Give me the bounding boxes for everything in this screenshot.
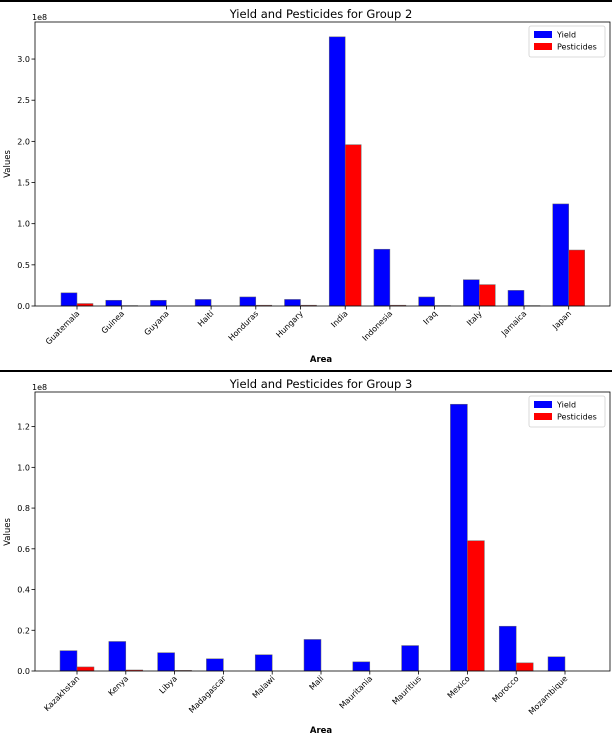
bar-yield-honduras: [239, 296, 257, 307]
x-tick-label-mauritania: Mauritania: [338, 674, 375, 711]
x-tick-label-guatemala: Guatemala: [44, 309, 82, 347]
legend-swatch-pesticides: [534, 413, 552, 420]
x-tick-label-japan: Japan: [550, 309, 573, 332]
legend: Yield Pesticides: [528, 395, 606, 428]
bar-yield-indonesia: [373, 248, 391, 307]
panel-divider: [0, 370, 612, 372]
x-tick-label-jamaica: Jamaica: [499, 309, 528, 338]
legend-label-pesticides: Pesticides: [557, 43, 597, 52]
y-offset-label: 1e8: [32, 13, 47, 22]
y-tick-label: 0.5: [17, 261, 30, 270]
x-tick-label-mali: Mali: [308, 674, 326, 692]
y-tick-label: 0.6: [17, 545, 30, 554]
bar-yield-kenya: [108, 641, 127, 672]
bar-yield-haiti: [194, 299, 212, 307]
bar-yield-mali: [303, 639, 322, 672]
x-tick-label-malawi: Malawi: [251, 674, 277, 700]
y-tick-label: 2.5: [17, 96, 30, 105]
plot-frame: [34, 21, 611, 307]
chart-group-2: Yield and Pesticides for Group 2 1e8 Val…: [3, 7, 611, 365]
legend: Yield Pesticides: [528, 25, 606, 58]
y-tick-label: 0.0: [17, 667, 30, 676]
y-axis-label: Values: [3, 150, 13, 178]
y-tick-label: 0.4: [17, 586, 30, 595]
x-tick-label-honduras: Honduras: [227, 309, 261, 343]
chart-group-3: Yield and Pesticides for Group 3 1e8 Val…: [3, 377, 611, 736]
plot-frame: [34, 391, 611, 672]
x-tick-label-guinea: Guinea: [100, 309, 127, 336]
y-tick-label: 1.0: [17, 220, 30, 229]
bar-yield-iraq: [418, 296, 435, 307]
y-tick-label: 0.0: [17, 302, 30, 311]
bar-yield-mozambique: [547, 656, 566, 672]
x-tick-label-india: India: [329, 309, 349, 329]
x-tick-label-morocco: Morocco: [491, 674, 521, 704]
y-tick-label: 1.2: [17, 423, 30, 432]
bar-yield-kazakhstan: [59, 650, 78, 672]
bar-pesticides-mexico: [467, 540, 485, 672]
bar-yield-libya: [157, 652, 175, 672]
bar-pesticides-morocco: [515, 662, 534, 672]
x-tick-label-guyana: Guyana: [143, 309, 171, 337]
x-tick-label-indonesia: Indonesia: [361, 309, 395, 343]
bar-pesticides-kazakhstan: [76, 666, 95, 672]
x-tick-label-madagascar: Madagascar: [187, 674, 228, 715]
y-tick-label: 2.0: [17, 137, 30, 146]
x-tick-label-hungary: Hungary: [274, 309, 305, 340]
chart-title: Yield and Pesticides for Group 3: [229, 377, 413, 391]
y-tick-label: 3.0: [17, 55, 30, 64]
x-axis-label: Area: [310, 355, 333, 365]
x-tick-label-mexico: Mexico: [446, 674, 472, 700]
chart-title: Yield and Pesticides for Group 2: [229, 7, 413, 21]
legend-swatch-yield: [534, 401, 552, 408]
legend-swatch-yield: [534, 31, 552, 38]
x-tick-label-mauritius: Mauritius: [390, 674, 423, 707]
bar-yield-italy: [463, 279, 480, 307]
bar-yield-mauritius: [401, 645, 419, 672]
x-tick-label-mozambique: Mozambique: [527, 674, 570, 717]
y-tick-label: 1.0: [17, 463, 30, 472]
bar-yield-morocco: [498, 625, 517, 672]
bar-yield-mexico: [450, 403, 468, 672]
bar-yield-japan: [552, 203, 569, 307]
bar-yield-hungary: [284, 299, 301, 307]
y-tick-label: 0.8: [17, 504, 30, 513]
legend-swatch-pesticides: [534, 43, 552, 50]
bar-yield-malawi: [254, 654, 273, 672]
bar-yield-guatemala: [60, 292, 78, 307]
legend-label-yield: Yield: [556, 401, 576, 410]
bar-pesticides-india: [344, 144, 362, 307]
bar-yield-india: [328, 36, 346, 307]
bar-yield-jamaica: [507, 290, 525, 307]
top-border: [0, 0, 612, 2]
x-tick-label-haiti: Haiti: [196, 309, 215, 328]
legend-label-yield: Yield: [556, 31, 576, 40]
y-axis-label: Values: [3, 518, 13, 546]
x-tick-label-libya: Libya: [158, 674, 180, 696]
x-tick-label-kazakhstan: Kazakhstan: [42, 674, 81, 713]
bar-yield-mauritania: [352, 661, 371, 672]
y-tick-label: 1.5: [17, 179, 30, 188]
y-tick-label: 0.2: [17, 626, 30, 635]
y-offset-label: 1e8: [32, 383, 47, 392]
bar-pesticides-japan: [568, 249, 585, 307]
bar-yield-guinea: [105, 299, 122, 307]
bar-pesticides-italy: [479, 284, 496, 307]
x-tick-label-italy: Italy: [465, 309, 484, 328]
x-tick-label-kenya: Kenya: [107, 674, 131, 698]
legend-label-pesticides: Pesticides: [557, 413, 597, 422]
x-axis-label: Area: [310, 726, 333, 736]
bar-yield-madagascar: [206, 658, 224, 672]
bar-yield-guyana: [150, 299, 167, 307]
x-tick-label-iraq: Iraq: [422, 309, 439, 326]
